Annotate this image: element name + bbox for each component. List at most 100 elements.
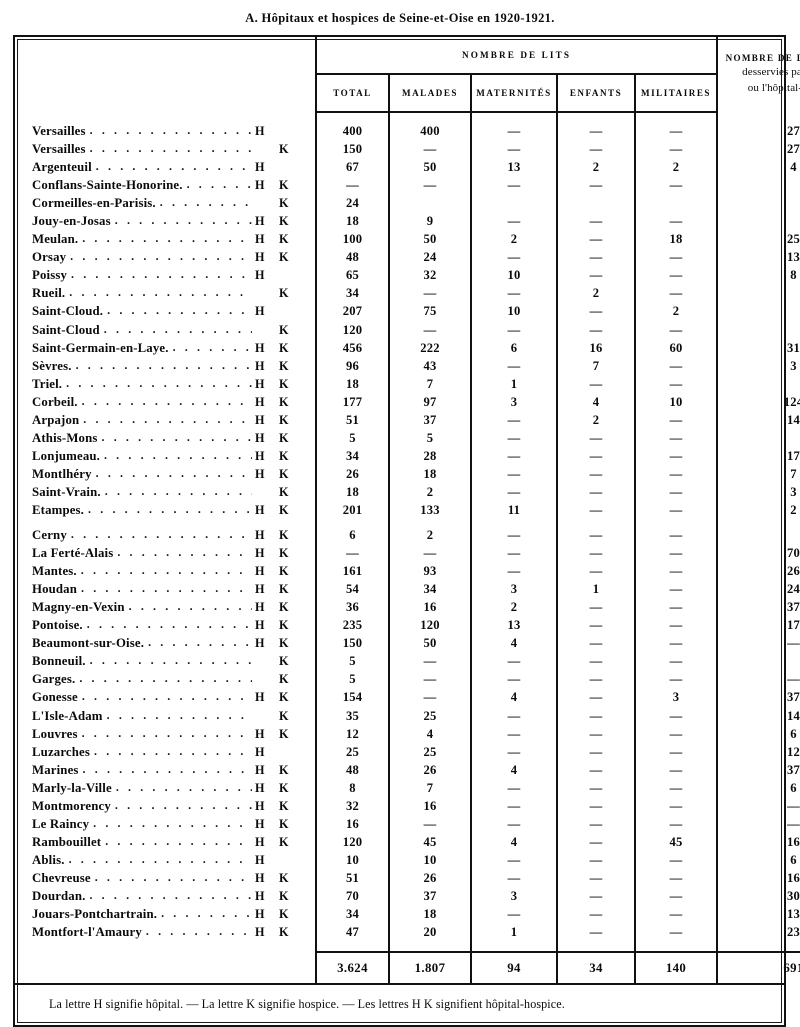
commune-name: Cormeilles-en-Parisis. xyxy=(32,196,156,211)
cell-localites: 6 xyxy=(716,724,800,743)
leader-dots: . . . . . . . . . . . . . . . . . . . . … xyxy=(80,563,252,578)
cell-malades: 7 xyxy=(388,374,471,393)
cell-militaires: — xyxy=(633,598,718,617)
cell-malades: 32 xyxy=(388,266,471,285)
cell-maternites: 3 xyxy=(470,392,557,411)
cell-maternites: — xyxy=(470,122,557,141)
cell-enfants: — xyxy=(556,923,635,942)
cell-total: 54 xyxy=(315,580,389,599)
cell-total: — xyxy=(315,544,389,563)
row-commune-cell: Jouars-Pontchartrain.. . . . . . . . . .… xyxy=(15,905,316,923)
leader-dots: . . . . . . . . . . . . . . . . . . . . … xyxy=(81,393,252,408)
cell-total: 456 xyxy=(315,338,389,357)
flag-k: K xyxy=(279,654,289,669)
cell-militaires: — xyxy=(633,796,718,815)
cell-maternites: 2 xyxy=(470,598,557,617)
pre-totals-total xyxy=(315,941,389,953)
commune-name: Rueil. xyxy=(32,286,66,301)
cell-total: 5 xyxy=(315,652,389,671)
cell-malades: 9 xyxy=(388,212,471,231)
pre-totals-malades xyxy=(388,941,471,953)
flag-k: K xyxy=(279,816,289,831)
cell-militaires: 45 xyxy=(633,832,718,851)
cell-enfants: 4 xyxy=(556,392,635,411)
leader-dots: . . . . . . . . . . . . . . . . . . . . … xyxy=(69,285,252,300)
commune-name: Saint-Cloud xyxy=(32,322,100,337)
leader-dots: . . . . . . . . . . . . . . . . . . . . … xyxy=(172,339,252,354)
cell-localites: 3 xyxy=(716,356,800,375)
cell-militaires: — xyxy=(633,248,718,267)
cell-localites: 3 xyxy=(716,482,800,501)
commune-name: Chevreuse xyxy=(32,870,91,885)
commune-name: Meulan. xyxy=(32,232,79,247)
row-commune-cell: Athis-Mons. . . . . . . . . . . . . . . … xyxy=(15,429,316,447)
flag-h: H xyxy=(255,798,265,813)
cell-militaires: 3 xyxy=(633,688,718,707)
commune-name: La Ferté-Alais xyxy=(32,546,114,561)
cell-enfants: 2 xyxy=(556,410,635,429)
cell-total: 51 xyxy=(315,410,389,429)
cell-localites: 8 xyxy=(716,266,800,285)
cell-militaires: 10 xyxy=(633,392,718,411)
section-gap-militaires xyxy=(633,519,718,527)
table-row: Houdan. . . . . . . . . . . . . . . . . … xyxy=(15,580,800,599)
flag-h: H xyxy=(255,816,265,831)
cell-maternites: — xyxy=(470,724,557,743)
row-commune-cell: Montfort-l'Amaury. . . . . . . . . . . .… xyxy=(15,923,316,941)
leader-dots: . . . . . . . . . . . . . . . . . . . . … xyxy=(117,545,252,560)
table-row: Montlhéry. . . . . . . . . . . . . . . .… xyxy=(15,464,800,483)
cell-malades: — xyxy=(388,652,471,671)
flag-k: K xyxy=(279,780,289,795)
establishment-type-flags: K xyxy=(255,483,315,501)
table-row: Triel.. . . . . . . . . . . . . . . . . … xyxy=(15,374,800,393)
cell-militaires: — xyxy=(633,122,718,141)
cell-maternites: — xyxy=(470,284,557,303)
header-col-maternites: MATERNITÉS xyxy=(470,74,557,113)
flag-k: K xyxy=(279,412,289,427)
flag-h: H xyxy=(255,430,265,445)
cell-malades: 50 xyxy=(388,158,471,177)
cell-malades: — xyxy=(388,670,471,689)
cell-maternites: — xyxy=(470,446,557,465)
header-localities: NOMBRE DE LOCALITÉS desservies par l'hôp… xyxy=(716,37,800,112)
cell-malades: 16 xyxy=(388,598,471,617)
row-commune-cell: Etampes.. . . . . . . . . . . . . . . . … xyxy=(15,501,316,519)
row-commune-cell: Poissy. . . . . . . . . . . . . . . . . … xyxy=(15,266,316,284)
cell-militaires: — xyxy=(633,428,718,447)
cell-localites xyxy=(716,526,800,545)
cell-malades: — xyxy=(388,544,471,563)
flag-h: H xyxy=(255,852,265,867)
cell-militaires: — xyxy=(633,500,718,520)
flag-k: K xyxy=(279,340,289,355)
table-row: Jouars-Pontchartrain.. . . . . . . . . .… xyxy=(15,905,800,924)
cell-localites xyxy=(716,428,800,447)
cell-militaires: — xyxy=(633,634,718,653)
commune-name: Magny-en-Vexin xyxy=(32,600,125,615)
table-row: Dourdan.. . . . . . . . . . . . . . . . … xyxy=(15,886,800,906)
table-row: Poissy. . . . . . . . . . . . . . . . . … xyxy=(15,266,800,285)
cell-total: 67 xyxy=(315,158,389,177)
cell-enfants: — xyxy=(556,634,635,653)
table-row: Corbeil.. . . . . . . . . . . . . . . . … xyxy=(15,392,800,411)
row-commune-cell: Arpajon. . . . . . . . . . . . . . . . .… xyxy=(15,411,316,429)
section-gap-total xyxy=(315,519,389,527)
leader-dots: . . . . . . . . . . . . . . . . . . . . … xyxy=(83,411,252,426)
cell-enfants: 7 xyxy=(556,356,635,375)
cell-malades: 93 xyxy=(388,562,471,581)
cell-enfants: — xyxy=(556,526,635,545)
cell-malades: 50 xyxy=(388,230,471,249)
leader-dots: . . . . . . . . . . . . . . . . . . . . … xyxy=(94,869,252,884)
cell-maternites: 10 xyxy=(470,266,557,285)
cell-maternites: 4 xyxy=(470,634,557,653)
cell-localites: 7 xyxy=(716,464,800,483)
cell-malades: 24 xyxy=(388,248,471,267)
cell-maternites: — xyxy=(470,320,557,339)
header-col-enfants: ENFANTS xyxy=(556,74,635,113)
cell-maternites: — xyxy=(470,742,557,761)
cell-malades: 10 xyxy=(388,850,471,869)
leader-dots: . . . . . . . . . . . . . . . . . . . . … xyxy=(89,141,252,156)
